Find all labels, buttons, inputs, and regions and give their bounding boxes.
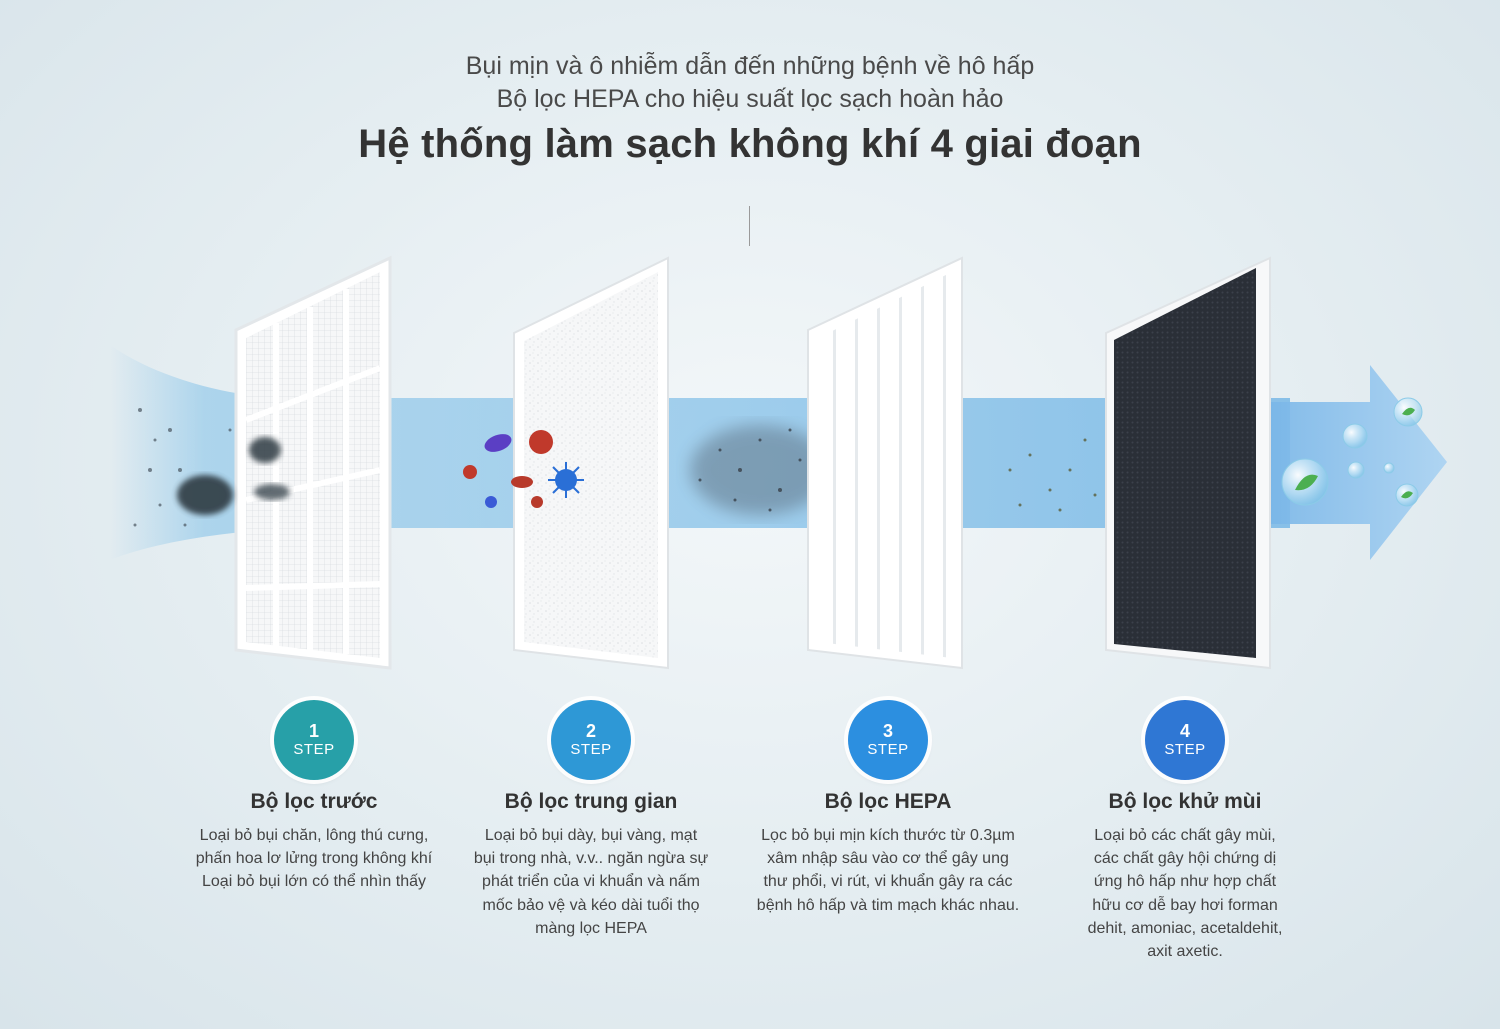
desc-line: Loại bỏ bụi dày, bụi vàng, mạt [484,827,698,844]
pre-filter-icon [234,255,392,670]
step-description: Lọc bỏ bụi mịn kích thước từ 0.3µm xâm n… [748,824,1028,917]
intermediate-filter-icon [513,256,669,670]
filter-illustration [110,255,1447,670]
step-description: Loại bỏ bụi chăn, lông thú cưng, phấn ho… [174,824,454,894]
desc-line: Loại bỏ bụi lớn có thể nhìn thấy [202,873,426,891]
step-badge: 1 STEP [274,700,354,780]
step-title: Bộ lọc khử mùi [1108,790,1262,813]
step-number: 1 [308,721,319,741]
step-label: STEP [293,741,335,758]
step-number: 2 [585,721,596,741]
step-badge: 2 STEP [551,700,631,780]
step-label: STEP [570,741,612,758]
desc-line: bụi trong nhà, v.v.. ngăn ngừa sự [473,850,709,868]
header: Bụi mịn và ô nhiễm dẫn đến những bệnh về… [0,50,1500,167]
desc-line: dehit, amoniac, acetaldehit, [1087,919,1283,937]
step-2: 2 STEP Bộ lọc trung gian Loại bỏ bụi dày… [451,700,731,940]
subtitle-line-1: Bụi mịn và ô nhiễm dẫn đến những bệnh về… [465,52,1035,80]
step-4: 4 STEP Bộ lọc khử mùi Loại bỏ các chất g… [1045,700,1325,963]
desc-line: các chất gây hội chứng dị [1093,850,1277,868]
desc-line: ứng hô hấp như hợp chất [1093,873,1277,891]
clean-air-bubble-icon [1281,397,1423,507]
step-number: 4 [1179,721,1190,741]
hepa-filter-icon [807,256,963,670]
steps-section: 1 STEP Bộ lọc trước Loại bỏ bụi chăn, lô… [0,700,1500,1020]
step-1: 1 STEP Bộ lọc trước Loại bỏ bụi chăn, lô… [174,700,454,894]
step-label: STEP [867,741,909,758]
carbon-filter-icon [1105,256,1271,670]
step-number: 3 [882,721,893,741]
step-description: Loại bỏ các chất gây mùi, các chất gây h… [1045,824,1325,963]
desc-line: hữu cơ dễ bay hơi forman [1092,896,1278,914]
desc-line: màng lọc HEPA [535,919,647,937]
step-title: Bộ lọc HEPA [824,790,952,813]
desc-line: Loại bỏ bụi chăn, lông thú cưng, [199,827,429,844]
desc-line: xâm nhập sâu vào cơ thể gây ung [767,850,1009,868]
step-badge: 4 STEP [1145,700,1225,780]
step-label: STEP [1164,741,1206,758]
page-title: Hệ thống làm sạch không khí 4 giai đoạn [358,122,1142,166]
subtitle-line-2: Bộ lọc HEPA cho hiệu suất lọc sạch hoàn … [496,85,1004,113]
step-title: Bộ lọc trước [250,790,378,813]
desc-line: phấn hoa lơ lửng trong không khí [195,850,433,868]
desc-line: bệnh hô hấp và tim mạch khác nhau. [756,896,1020,914]
step-title: Bộ lọc trung gian [504,790,678,813]
step-description: Loại bỏ bụi dày, bụi vàng, mạt bụi trong… [451,824,731,940]
dust-cloud-icon [133,408,290,527]
divider [749,206,750,246]
desc-line: phát triển của vi khuẩn và nấm [482,873,700,891]
step-3: 3 STEP Bộ lọc HEPA Lọc bỏ bụi mịn kích t… [748,700,1028,917]
desc-line: thư phổi, vi rút, vi khuẩn gây ra các [763,873,1013,891]
bacteria-icon [463,430,584,508]
step-badge: 3 STEP [848,700,928,780]
desc-line: Lọc bỏ bụi mịn kích thước từ 0.3µm [761,827,1015,844]
desc-line: axit axetic. [1147,943,1223,961]
desc-line: mốc bảo vệ và kéo dài tuổi thọ [482,896,700,914]
desc-line: Loại bỏ các chất gây mùi, [1094,827,1276,844]
